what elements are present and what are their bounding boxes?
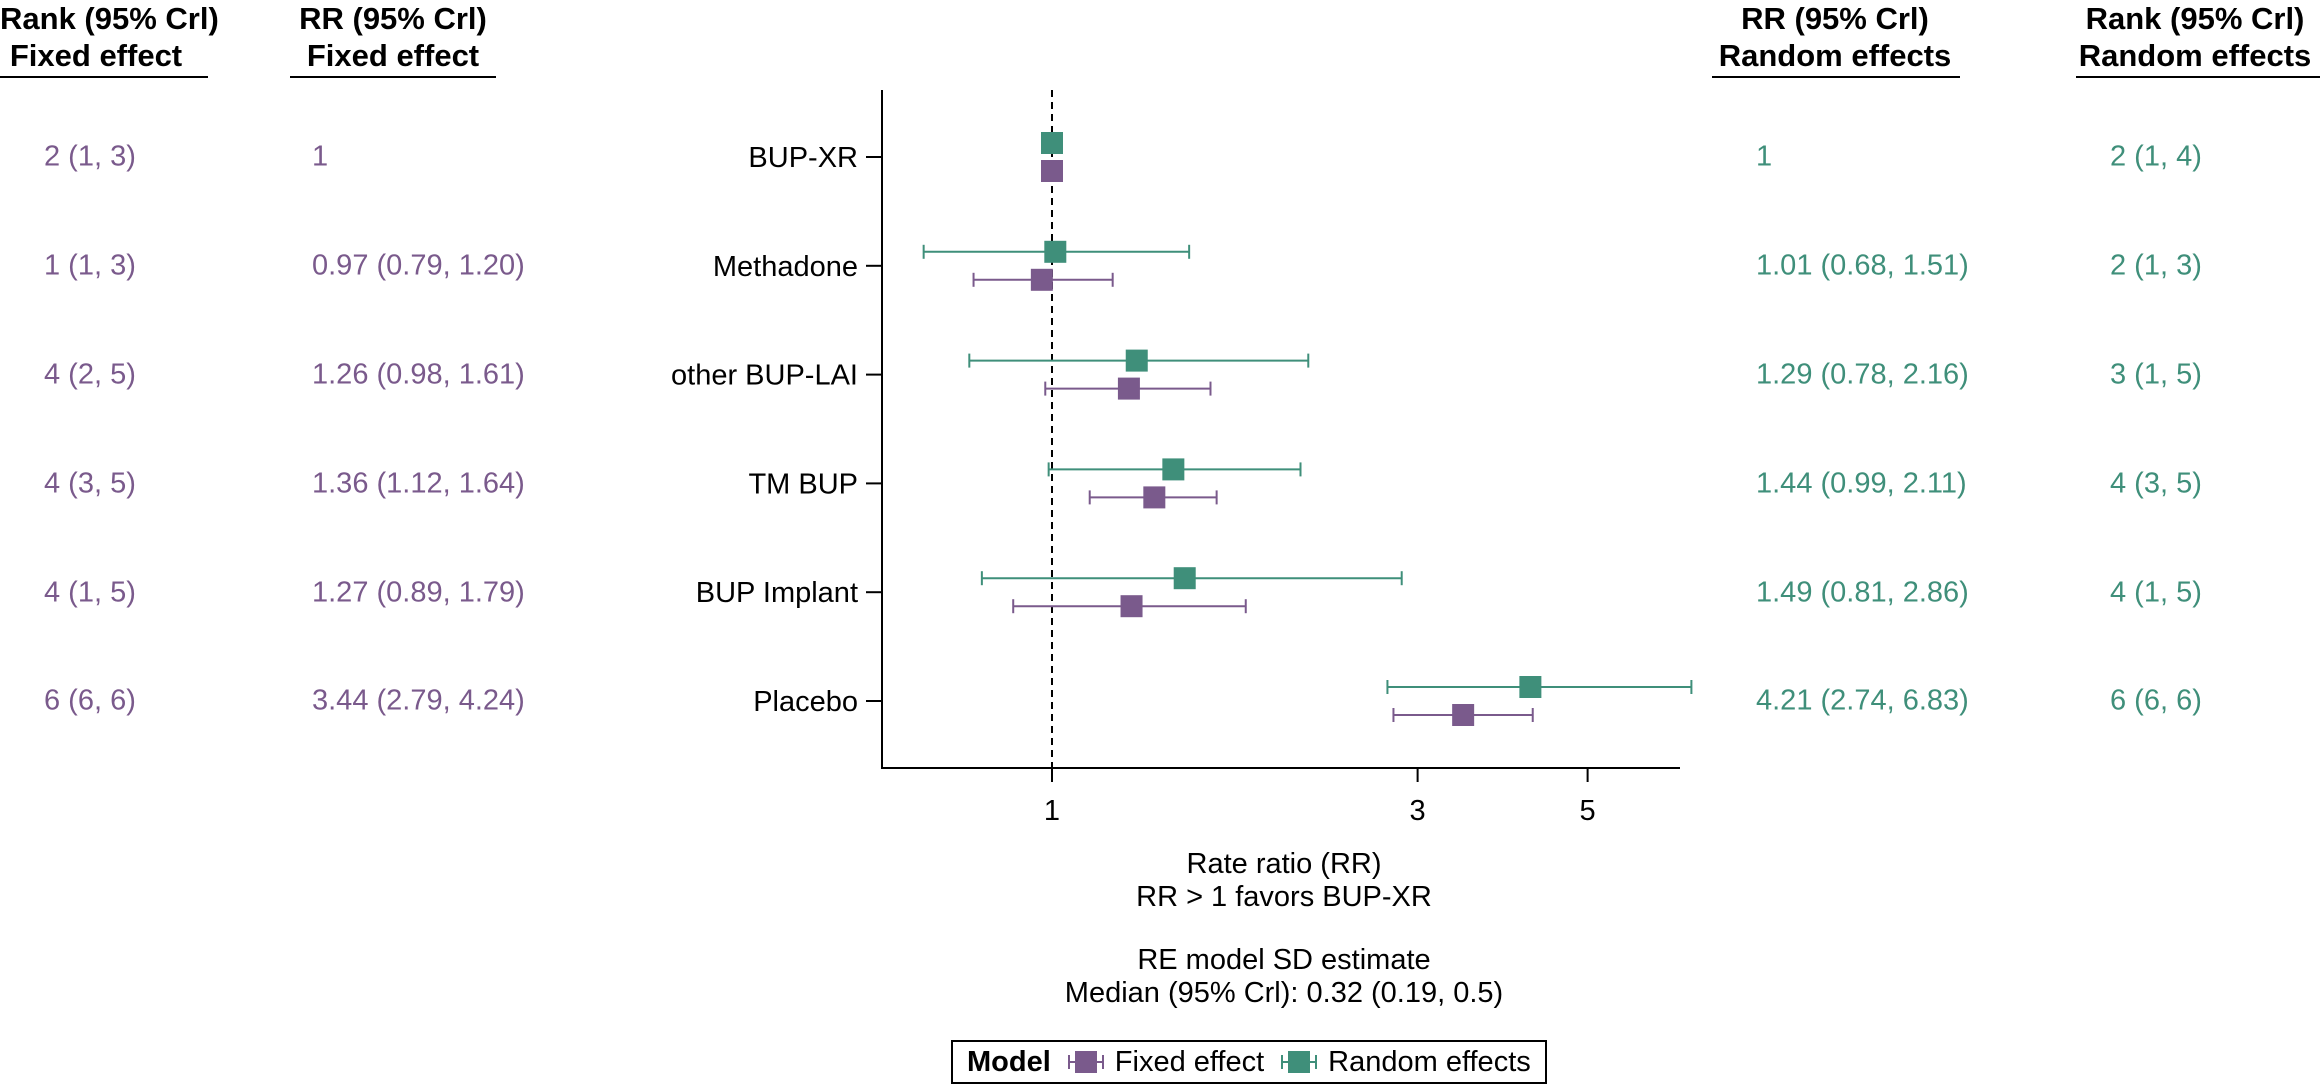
rr-fixed-cell: 3.44 (2.79, 4.24): [312, 684, 525, 717]
annotation-line1: RE model SD estimate: [1137, 944, 1431, 976]
random-point: [1040, 132, 1063, 154]
rank-random-cell: 4 (3, 5): [2110, 467, 2202, 500]
rank-fixed-cell: 4 (3, 5): [44, 467, 136, 500]
rr-random-cell: 1.01 (0.68, 1.51): [1756, 249, 1969, 282]
rank-random-cell: 2 (1, 3): [2110, 249, 2202, 282]
fixed-point: [1120, 595, 1143, 618]
forest-plot: 1 3 5 BUP-XR Methadone other BUP-LAI TM BUP BUP…: [671, 90, 1693, 827]
legend-item-fixed: Fixed effect: [1067, 1046, 1264, 1079]
rr-fixed-cell: 1.36 (1.12, 1.64): [312, 467, 525, 500]
fixed-point: [1143, 486, 1166, 509]
header-rr-fixed-line1: RR (95% Crl): [299, 1, 487, 36]
rr-random-cell: 1.29 (0.78, 2.16): [1756, 358, 1969, 391]
rank-fixed-cell: 2 (1, 3): [44, 140, 136, 173]
plot-layer: 1 3 5 BUP-XR Methadone other BUP-LAI TM BUP BUP…: [671, 90, 1693, 827]
legend-item-random: Random effects: [1280, 1046, 1531, 1079]
rank-fixed-cell: 1 (1, 3): [44, 249, 136, 282]
category-label: other BUP-LAI: [671, 360, 858, 392]
legend-random-swatch-icon: [1281, 1051, 1318, 1073]
rank-random-cell: 3 (1, 5): [2110, 358, 2202, 391]
x-tick-label: 3: [1410, 795, 1426, 827]
x-axis-label-line1: Rate ratio (RR): [1186, 848, 1382, 880]
category-label: BUP-XR: [748, 142, 858, 174]
header-rule-rr-random: [1712, 76, 1960, 78]
rr-random-cell: 4.21 (2.74, 6.83): [1756, 684, 1969, 717]
x-tick-label: 5: [1580, 795, 1596, 827]
rank-fixed-cell: 4 (1, 5): [44, 576, 136, 609]
category-label: Placebo: [753, 686, 858, 718]
header-rank-random: Rank (95% Crl) Random effects: [2070, 0, 2320, 74]
random-point: [1162, 458, 1185, 481]
header-rr-random-line2: Random effects: [1718, 38, 1952, 73]
header-rank-fixed-line2: Fixed effect: [9, 38, 183, 73]
header-rule-rank-random: [2076, 76, 2320, 78]
legend: Model Fixed effect Random effects: [951, 1040, 1547, 1084]
fixed-point: [1117, 377, 1140, 400]
rr-fixed-cell: 0.97 (0.79, 1.20): [312, 249, 525, 282]
category-label: BUP Implant: [696, 577, 858, 609]
fixed-point: [1030, 268, 1053, 291]
legend-random-label: Random effects: [1328, 1045, 1531, 1078]
random-point: [1519, 676, 1542, 698]
rr-random-cell: 1.49 (0.81, 2.86): [1756, 576, 1969, 609]
header-rr-fixed: RR (95% Crl) Fixed effect: [280, 0, 506, 74]
fixed-point: [1452, 704, 1475, 726]
header-rr-random: RR (95% Crl) Random effects: [1712, 0, 1958, 74]
header-rr-fixed-line2: Fixed effect: [306, 38, 480, 73]
x-tick-label: 1: [1044, 795, 1060, 827]
rr-random-cell: 1.44 (0.99, 2.11): [1756, 467, 1967, 500]
header-rule-rank-fixed: [0, 76, 208, 78]
header-rank-random-line1: Rank (95% Crl): [2085, 1, 2305, 36]
category-label: Methadone: [713, 251, 858, 283]
rank-random-cell: 4 (1, 5): [2110, 576, 2202, 609]
category-label: TM BUP: [748, 468, 858, 500]
legend-fixed-swatch-icon: [1067, 1051, 1104, 1073]
legend-fixed-label: Fixed effect: [1114, 1045, 1265, 1078]
header-rank-fixed-line1: Rank (95% Crl): [0, 1, 219, 36]
header-rr-random-line1: RR (95% Crl): [1741, 1, 1929, 36]
random-point: [1125, 349, 1148, 372]
header-rule-rr-fixed: [290, 76, 496, 78]
rr-fixed-cell: 1: [312, 140, 329, 173]
header-rank-fixed: Rank (95% Crl) Fixed effect: [0, 0, 219, 74]
header-rank-random-line2: Random effects: [2078, 38, 2312, 73]
rr-random-cell: 1: [1756, 140, 1773, 173]
random-point: [1044, 240, 1067, 263]
rr-fixed-cell: 1.27 (0.89, 1.79): [312, 576, 525, 609]
fixed-point: [1040, 160, 1063, 182]
x-axis-label: Rate ratio (RR) RR > 1 favors BUP-XR: [1024, 848, 1544, 914]
rank-fixed-cell: 4 (2, 5): [44, 358, 136, 391]
random-point: [1173, 567, 1196, 590]
annotation-line2: Median (95% Crl): 0.32 (0.19, 0.5): [1064, 977, 1504, 1009]
rr-fixed-cell: 1.26 (0.98, 1.61): [312, 358, 525, 391]
x-axis-label-line2: RR > 1 favors BUP-XR: [1136, 881, 1432, 913]
rank-random-cell: 2 (1, 4): [2110, 140, 2202, 173]
rank-fixed-cell: 6 (6, 6): [44, 684, 136, 717]
rank-random-cell: 6 (6, 6): [2110, 684, 2202, 717]
legend-title: Model: [967, 1045, 1051, 1078]
model-annotation: RE model SD estimate Median (95% Crl): 0…: [1024, 944, 1544, 1010]
